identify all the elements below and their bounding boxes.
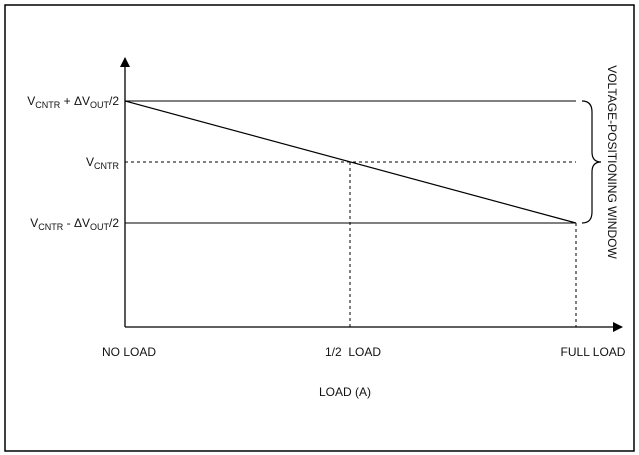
x-axis-title: LOAD (A)	[319, 385, 371, 399]
x-tick-full-load: FULL LOAD	[561, 345, 626, 359]
x-tick-half-load: 1/2 LOAD	[325, 345, 381, 359]
y-label-lower: VCNTR - ΔVOUT/2	[30, 216, 119, 232]
y-label-upper: VCNTR + ΔVOUT/2	[27, 94, 119, 110]
y-label-center: VCNTR	[86, 155, 120, 171]
figure-border	[4, 4, 635, 452]
window-brace	[581, 100, 602, 224]
x-tick-no-load: NO LOAD	[102, 345, 156, 359]
window-label: VOLTAGE-POSITIONING WINDOW	[605, 65, 619, 259]
